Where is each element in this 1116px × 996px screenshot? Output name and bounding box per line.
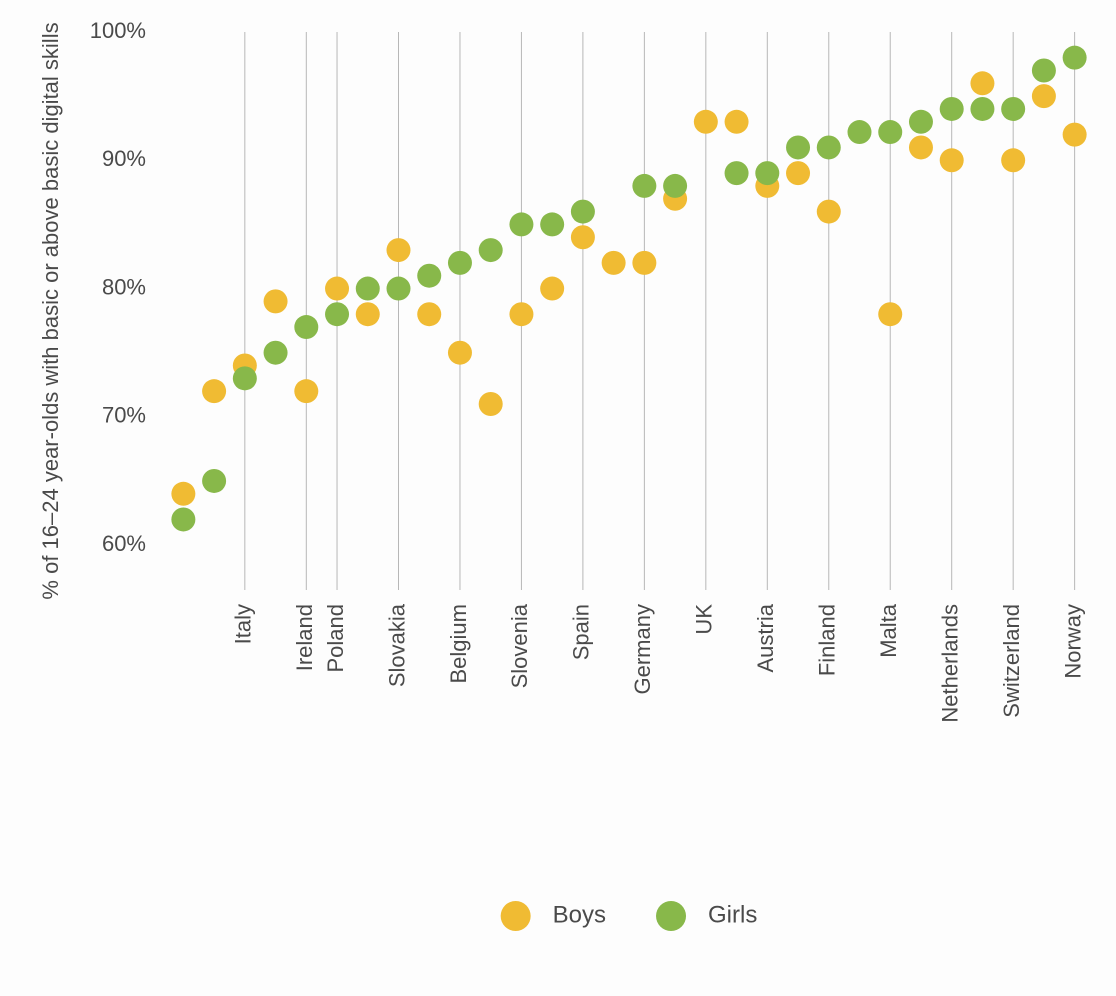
x-tick-label: Netherlands	[938, 604, 963, 723]
point-boys	[940, 148, 964, 172]
point-girls	[786, 135, 810, 159]
point-boys	[509, 302, 533, 326]
point-girls	[1032, 58, 1056, 82]
point-girls	[294, 315, 318, 339]
point-girls	[571, 200, 595, 224]
x-tick-label: Slovakia	[384, 603, 409, 687]
point-girls	[817, 135, 841, 159]
point-girls	[325, 302, 349, 326]
x-tick-label: Belgium	[446, 604, 471, 683]
point-girls	[387, 277, 411, 301]
point-boys	[1001, 148, 1025, 172]
point-girls	[725, 161, 749, 185]
legend-swatch-girls	[656, 901, 686, 931]
point-boys	[448, 341, 472, 365]
legend-swatch-boys	[501, 901, 531, 931]
x-tick-label: Ireland	[292, 604, 317, 671]
x-tick-label: Slovenia	[507, 603, 532, 688]
x-tick-label: Malta	[876, 603, 901, 658]
digital-skills-scatter-chart: 60% 70% 80% 90% 100% % of 16–24 year-olds wit…	[0, 0, 1116, 996]
point-boys	[786, 161, 810, 185]
point-girls	[1001, 97, 1025, 121]
y-axis-title: % of 16–24 year-olds with basic or above…	[38, 22, 63, 599]
y-tick-label: 80%	[102, 274, 146, 299]
point-girls	[540, 212, 564, 236]
y-tick-label: 100%	[90, 18, 146, 43]
point-boys	[294, 379, 318, 403]
point-boys	[171, 482, 195, 506]
point-boys	[1063, 123, 1087, 147]
point-boys	[909, 135, 933, 159]
point-girls	[171, 507, 195, 531]
point-boys	[264, 289, 288, 313]
point-boys	[970, 71, 994, 95]
y-tick-label: 60%	[102, 531, 146, 556]
point-boys	[479, 392, 503, 416]
point-boys	[387, 238, 411, 262]
x-tick-label: Switzerland	[999, 604, 1024, 718]
point-girls	[1063, 46, 1087, 70]
point-girls	[417, 264, 441, 288]
point-girls	[970, 97, 994, 121]
chart-svg: 60% 70% 80% 90% 100% % of 16–24 year-olds wit…	[0, 0, 1116, 996]
x-tick-label: UK	[692, 604, 717, 635]
point-boys	[725, 110, 749, 134]
point-boys	[417, 302, 441, 326]
point-girls	[632, 174, 656, 198]
legend-label-girls: Girls	[708, 901, 757, 928]
point-girls	[479, 238, 503, 262]
point-boys	[632, 251, 656, 275]
point-girls	[448, 251, 472, 275]
x-tick-label: Finland	[815, 604, 840, 676]
point-girls	[202, 469, 226, 493]
x-tick-label: Spain	[569, 604, 594, 660]
y-tick-label: 90%	[102, 146, 146, 171]
point-girls	[233, 366, 257, 390]
legend-label-boys: Boys	[553, 901, 606, 928]
point-girls	[878, 120, 902, 144]
point-girls	[663, 174, 687, 198]
point-girls	[909, 110, 933, 134]
point-boys	[202, 379, 226, 403]
point-boys	[356, 302, 380, 326]
point-girls	[940, 97, 964, 121]
point-boys	[817, 200, 841, 224]
point-girls	[509, 212, 533, 236]
point-boys	[878, 302, 902, 326]
point-boys	[325, 277, 349, 301]
point-girls	[264, 341, 288, 365]
x-tick-label: Norway	[1060, 604, 1085, 679]
x-tick-label: Italy	[231, 604, 256, 644]
point-boys	[1032, 84, 1056, 108]
x-tick-label: Germany	[630, 604, 655, 694]
point-boys	[602, 251, 626, 275]
point-boys	[540, 277, 564, 301]
point-girls	[356, 277, 380, 301]
point-girls	[755, 161, 779, 185]
point-girls	[848, 120, 872, 144]
point-boys	[694, 110, 718, 134]
y-tick-label: 70%	[102, 403, 146, 428]
point-boys	[571, 225, 595, 249]
x-tick-label: Austria	[753, 603, 778, 672]
x-tick-label: Poland	[323, 604, 348, 673]
